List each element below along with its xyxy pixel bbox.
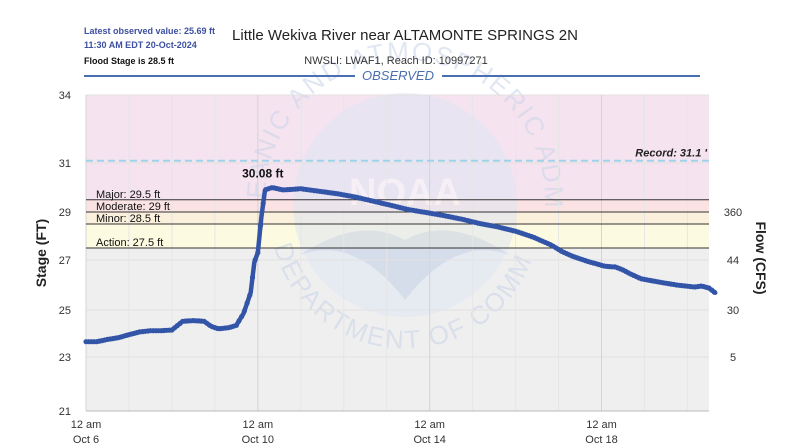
y-tick-label: 23 (59, 352, 71, 364)
stage-point (247, 292, 253, 298)
x-tick-label-date: Oct 6 (73, 434, 99, 446)
stage-point (249, 274, 256, 281)
observed-label: OBSERVED (362, 68, 434, 83)
stage-point (239, 313, 245, 320)
stage-point (711, 289, 717, 295)
watermark-ring (293, 93, 517, 317)
y-tick-label: 34 (59, 90, 71, 102)
y-tick-label: 31 (59, 158, 71, 170)
chart-title: Little Wekiva River near ALTAMONTE SPRIN… (232, 27, 578, 44)
stage-point (244, 300, 250, 306)
y-tick-label: 25 (59, 305, 71, 317)
record-line-group: Record: 31.1 ' (86, 148, 709, 162)
left-axis-ticks: 21 23 25 27 29 31 34 (59, 90, 71, 418)
flow-tick-label: 44 (727, 255, 739, 267)
stage-point (236, 318, 242, 324)
stage-point (257, 223, 264, 229)
y-axis-right-title: Flow (CFS) (753, 221, 769, 294)
stage-series: 30.08 ft (83, 167, 718, 345)
stage-point (241, 308, 247, 314)
chart-subtitle: NWSLI: LWAF1, Reach ID: 10997271 (304, 55, 487, 67)
latest-value-line1: Latest observed value: 25.69 ft (84, 26, 215, 36)
x-tick-label-time: 12 am (414, 419, 445, 431)
flow-tick-label: 5 (730, 352, 736, 364)
right-axis-ticks: 360 44 30 5 (724, 207, 742, 364)
threshold-label-major: Major: 29.5 ft (96, 189, 160, 201)
stage-point (252, 257, 258, 263)
x-tick-label-time: 12 am (586, 419, 617, 431)
flow-tick-label: 360 (724, 207, 742, 219)
latest-value-line2: 11:30 AM EDT 20-Oct-2024 (84, 40, 197, 50)
peak-label: 30.08 ft (242, 167, 283, 181)
y-tick-label: 21 (59, 406, 71, 418)
x-tick-label-time: 12 am (243, 419, 274, 431)
threshold-label-minor: Minor: 28.5 ft (96, 213, 160, 225)
stage-point (260, 200, 266, 206)
stage-point (233, 322, 239, 328)
x-tick-label-date: Oct 18 (585, 434, 617, 446)
x-tick-label-date: Oct 14 (413, 434, 445, 446)
y-axis-left-title: Stage (FT) (33, 219, 49, 287)
flood-stage-note: Flood Stage is 28.5 ft (84, 56, 174, 66)
y-tick-label: 27 (59, 255, 71, 267)
x-tick-label-date: Oct 10 (242, 434, 274, 446)
flow-tick-label: 30 (727, 305, 739, 317)
record-label: Record: 31.1 ' (635, 148, 707, 160)
x-axis-ticks: 12 am Oct 6 12 am Oct 10 12 am Oct 14 12 am Oct… (71, 419, 618, 446)
y-tick-label: 29 (59, 207, 71, 219)
threshold-label-action: Action: 27.5 ft (96, 237, 163, 249)
stage-point (255, 250, 261, 256)
threshold-label-moderate: Moderate: 29 ft (96, 201, 170, 213)
x-tick-label-time: 12 am (71, 419, 102, 431)
